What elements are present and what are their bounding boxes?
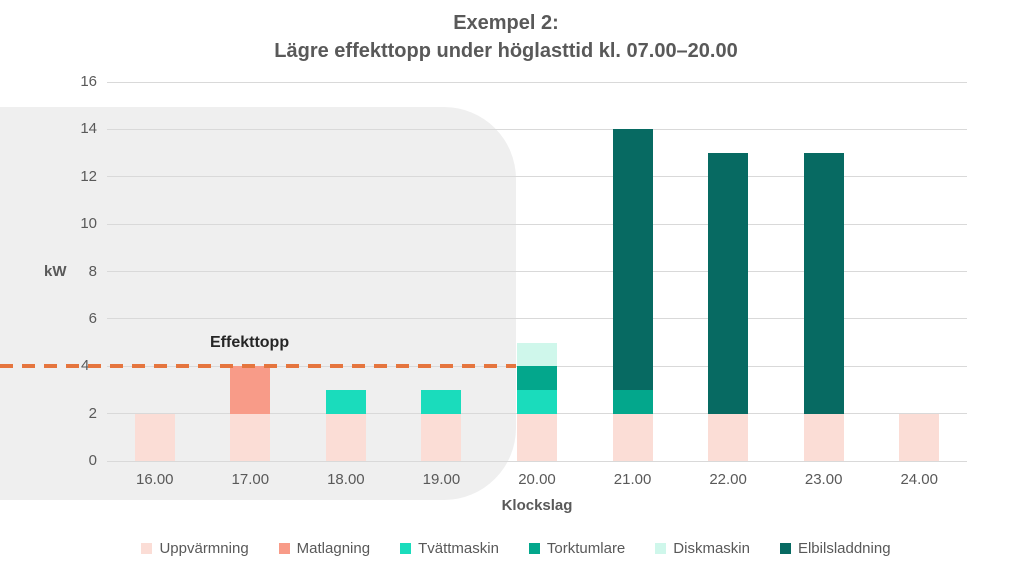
x-tick-label: 19.00 [422, 471, 461, 488]
gridline [107, 81, 967, 83]
bar-segment-torktumlare [517, 366, 557, 390]
bar-segment-elbilsladdning [612, 129, 653, 390]
gridline [107, 318, 967, 320]
y-tick-label: 12 [80, 167, 97, 185]
legend-item-matlagning: Matlagning [278, 540, 371, 557]
chart-legend: Uppvärmning Matlagning Tvättmaskin Torktuml… [0, 540, 1032, 557]
y-tick-label: 14 [80, 120, 97, 138]
bar-segment-tvättmaskin [517, 389, 557, 414]
chart-title-line2: Lägre effekttopp under höglasttid kl. 07… [274, 40, 738, 62]
bar-segment-torktumlare [612, 389, 653, 414]
x-axis-title: Klockslag [501, 497, 573, 514]
x-tick-label: 17.00 [231, 471, 270, 488]
chart-title-line1: Exempel 2: [453, 12, 559, 34]
gridline [107, 176, 967, 178]
gridline [107, 128, 967, 130]
peak-annotation-label: Effekttopp [210, 334, 290, 351]
legend-label: Uppvärmning [159, 540, 249, 557]
bar-segment-matlagning [230, 366, 271, 414]
bar-segment-uppvärmning [517, 413, 557, 461]
legend-label: Diskmaskin [673, 540, 750, 557]
x-tick-label: 22.00 [709, 471, 747, 488]
legend-swatch-icon [400, 543, 412, 554]
x-tick-label: 24.00 [900, 471, 938, 488]
legend-label: Elbilsladdning [797, 540, 891, 557]
y-tick-label: 2 [88, 404, 97, 422]
gridline [107, 460, 967, 462]
gridline [107, 223, 967, 225]
legend-item-tvättmaskin: Tvättmaskin [400, 540, 499, 557]
bar-segment-uppvärmning [899, 413, 940, 461]
gridline [107, 271, 967, 272]
bar-segment-uppvärmning [325, 413, 366, 461]
bar-segment-uppvärmning [134, 413, 175, 461]
bar-segment-uppvärmning [612, 413, 653, 461]
legend-label: Tvättmaskin [418, 540, 499, 557]
x-tick-label: 23.00 [804, 471, 843, 488]
x-tick-label: 20.00 [518, 471, 556, 488]
y-axis-title: kW [44, 263, 67, 280]
y-tick-label: 8 [88, 262, 97, 280]
legend-swatch-icon [779, 543, 791, 554]
bar-segment-uppvärmning [421, 413, 462, 461]
legend-swatch-icon [141, 543, 153, 554]
legend-swatch-icon [655, 543, 667, 554]
bar-segment-uppvärmning [708, 413, 749, 461]
y-tick-label: 6 [88, 309, 97, 327]
bar-segment-elbilsladdning [708, 153, 749, 414]
peak-threshold-line [0, 364, 516, 369]
legend-swatch-icon [278, 543, 290, 554]
chart-title: Exempel 2: Lägre effekttopp under höglas… [0, 9, 1012, 65]
legend-item-diskmaskin: Diskmaskin [655, 540, 750, 557]
bar-segment-diskmaskin [517, 342, 557, 367]
x-tick-label: 21.00 [613, 471, 652, 488]
legend-swatch-icon [528, 543, 540, 554]
legend-item-uppvärmning: Uppvärmning [141, 540, 249, 557]
bar-segment-uppvärmning [803, 413, 844, 461]
y-tick-label: 0 [88, 452, 97, 469]
bar-segment-tvättmaskin [421, 389, 462, 414]
legend-item-elbilsladdning: Elbilsladdning [779, 540, 891, 557]
legend-label: Torktumlare [546, 540, 626, 557]
legend-item-torktumlare: Torktumlare [528, 540, 626, 557]
y-tick-label: 16 [80, 73, 97, 90]
bar-segment-tvättmaskin [325, 389, 366, 414]
legend-label: Matlagning [296, 540, 371, 557]
y-tick-label: 10 [80, 215, 97, 233]
bar-segment-uppvärmning [230, 413, 271, 461]
x-tick-label: 18.00 [327, 471, 365, 488]
x-tick-label: 16.00 [135, 471, 174, 488]
bar-segment-elbilsladdning [803, 153, 844, 414]
